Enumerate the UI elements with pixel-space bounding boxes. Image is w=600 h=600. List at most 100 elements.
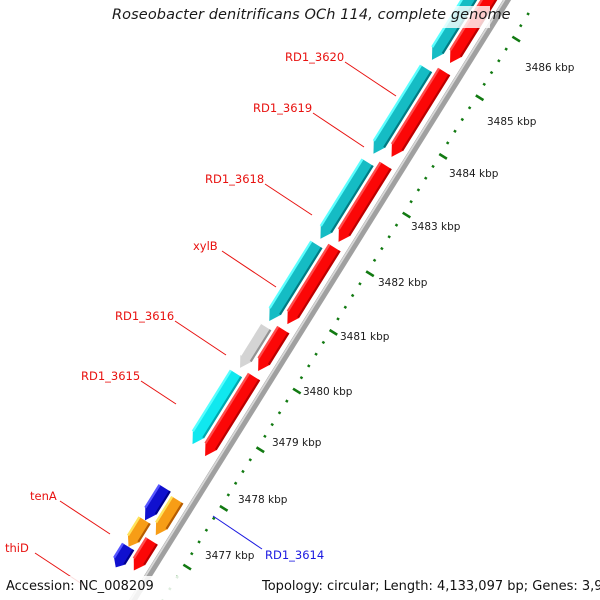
gene-bevel-shadow	[123, 549, 135, 565]
gene-feature[interactable]	[144, 484, 171, 521]
ruler-tick-label: 3479 kbp	[272, 437, 322, 449]
genome-backbone-line	[128, 0, 512, 600]
gene-feature[interactable]	[338, 162, 392, 242]
gene-bevel-light	[337, 161, 382, 230]
gene-feature[interactable]	[258, 326, 290, 372]
ruler-major-tick	[365, 270, 375, 278]
gene-feature[interactable]	[133, 537, 158, 571]
ruler-minor-tick	[504, 47, 508, 51]
ruler-major-tick	[475, 94, 485, 102]
gene-bevel-shadow	[202, 376, 243, 439]
ruler-minor-tick	[394, 223, 399, 227]
ruler-minor-tick	[497, 59, 501, 63]
ruler-minor-tick	[453, 129, 457, 133]
label-leader-line	[140, 380, 177, 405]
ruler-minor-tick	[387, 235, 391, 239]
ruler-major-tick	[438, 152, 448, 160]
gene-bevel-shadow	[279, 247, 323, 316]
gene-feature[interactable]	[192, 370, 242, 445]
gene-bevel-shadow	[165, 502, 184, 530]
gene-feature[interactable]	[373, 65, 432, 154]
gene-bevel-shadow	[383, 71, 433, 148]
gene-feature[interactable]	[240, 323, 272, 368]
gene-feature[interactable]	[269, 241, 323, 321]
gene-feature[interactable]	[391, 68, 451, 157]
label-leader-line	[59, 500, 111, 535]
gene-bevel-light	[144, 484, 161, 509]
gene-label-rd1_3615[interactable]: RD1_3615	[81, 369, 141, 383]
gene-bevel-light	[390, 67, 441, 145]
ruler-tick-label: 3482 kbp	[378, 277, 428, 289]
status-bar: Accession: NC_008209 Topology: circular;…	[0, 576, 600, 600]
label-leader-line	[174, 320, 227, 356]
ruler-minor-tick	[211, 516, 216, 521]
gene-bevel-shadow	[267, 332, 290, 366]
ruler-minor-tick	[467, 106, 472, 110]
ruler-major-tick	[292, 387, 302, 395]
ruler-ticks-layer	[161, 12, 530, 600]
label-leader-line	[212, 515, 263, 550]
gene-bevel-shadow	[330, 164, 374, 234]
gene-feature[interactable]	[205, 373, 260, 457]
ruler-minor-tick	[299, 375, 304, 380]
gene-feature[interactable]	[155, 496, 184, 536]
ruler-minor-tick	[197, 540, 201, 544]
gene-label-tena[interactable]: tenA	[30, 489, 57, 503]
ruler-minor-tick	[263, 434, 267, 439]
gene-label-rd1_3618[interactable]: RD1_3618	[205, 172, 265, 186]
ruler-major-tick	[255, 446, 265, 454]
ruler-major-tick	[511, 35, 521, 43]
gene-label-thid[interactable]: thiD	[5, 541, 29, 555]
ruler-minor-tick	[285, 399, 289, 403]
gene-feature[interactable]	[114, 543, 135, 568]
gene-bevel-light	[191, 369, 232, 432]
ruler-minor-tick	[270, 422, 274, 427]
gene-bevel-light	[372, 64, 422, 142]
ruler-minor-tick	[372, 258, 377, 263]
ruler-tick-label: 3480 kbp	[303, 386, 353, 398]
gene-feature[interactable]	[320, 159, 374, 239]
label-leader-line	[312, 112, 365, 148]
gene-bevel-light	[319, 158, 364, 227]
gene-label-rd1_3619[interactable]: RD1_3619	[253, 101, 313, 115]
ruler-minor-tick	[190, 551, 194, 556]
gene-bevel-light	[132, 537, 148, 559]
ruler-minor-tick	[314, 352, 318, 356]
label-leader-line	[264, 183, 313, 216]
gene-bevel-shadow	[401, 74, 451, 152]
ruler-major-tick	[328, 328, 338, 336]
accession-label: Accession: NC_008209	[6, 579, 154, 594]
ruler-minor-tick	[445, 141, 450, 145]
ruler-minor-tick	[241, 469, 245, 474]
ruler-minor-tick	[482, 82, 486, 87]
gene-label-rd1_3620[interactable]: RD1_3620	[285, 50, 345, 64]
gene-bevel-shadow	[249, 329, 272, 363]
ruler-tick-label: 3486 kbp	[525, 62, 575, 74]
gene-label-rd1_3614[interactable]: RD1_3614	[265, 548, 325, 562]
ruler-minor-tick	[204, 528, 209, 532]
ruler-minor-tick	[519, 23, 523, 28]
gene-feature[interactable]	[287, 244, 341, 325]
ruler-minor-tick	[358, 282, 362, 286]
ruler-minor-tick	[248, 458, 253, 462]
ruler-minor-tick	[226, 493, 231, 497]
ruler-minor-tick	[424, 176, 428, 180]
ruler-tick-label: 3484 kbp	[449, 168, 499, 180]
gene-feature[interactable]	[127, 516, 151, 547]
gene-bevel-shadow	[143, 543, 158, 566]
gene-label-rd1_3616[interactable]: RD1_3616	[115, 309, 175, 323]
genome-backbone	[128, 0, 512, 600]
ruler-tick-label: 3485 kbp	[487, 116, 537, 128]
gene-bevel-light	[268, 240, 313, 309]
label-leader-line	[344, 61, 397, 97]
ruler-minor-tick	[350, 293, 355, 298]
gene-features-layer[interactable]	[113, 0, 507, 571]
gene-bevel-shadow	[154, 490, 171, 515]
ruler-minor-tick	[321, 340, 326, 345]
label-leader-lines	[34, 61, 397, 587]
gene-bevel-light	[204, 372, 250, 444]
gene-label-xylb[interactable]: xylB	[193, 239, 218, 253]
ruler-minor-tick	[233, 481, 238, 485]
